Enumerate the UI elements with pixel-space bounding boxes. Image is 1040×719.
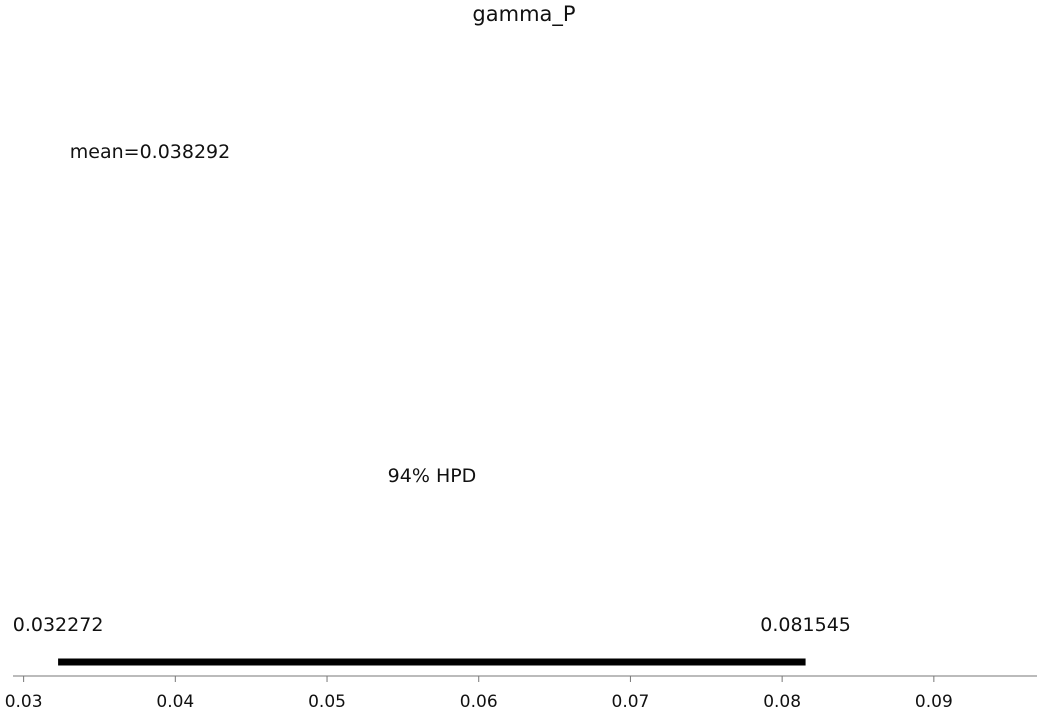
hpd-label: 94% HPD — [388, 465, 477, 487]
hpd-upper-label: 0.081545 — [760, 614, 851, 636]
chart-title: gamma_P — [472, 2, 575, 27]
x-tick-label: 0.07 — [612, 692, 650, 712]
x-tick-label: 0.06 — [460, 692, 498, 712]
x-axis-ticks: 0.03 0.04 0.05 0.06 0.07 0.08 0.09 — [5, 676, 953, 712]
x-tick-label: 0.05 — [308, 692, 346, 712]
x-tick-label: 0.08 — [763, 692, 801, 712]
mean-label: mean=0.038292 — [70, 141, 230, 163]
x-tick-label: 0.03 — [5, 692, 43, 712]
x-tick-label: 0.09 — [915, 692, 953, 712]
x-tick-label: 0.04 — [156, 692, 194, 712]
hpd-lower-label: 0.032272 — [13, 614, 104, 636]
